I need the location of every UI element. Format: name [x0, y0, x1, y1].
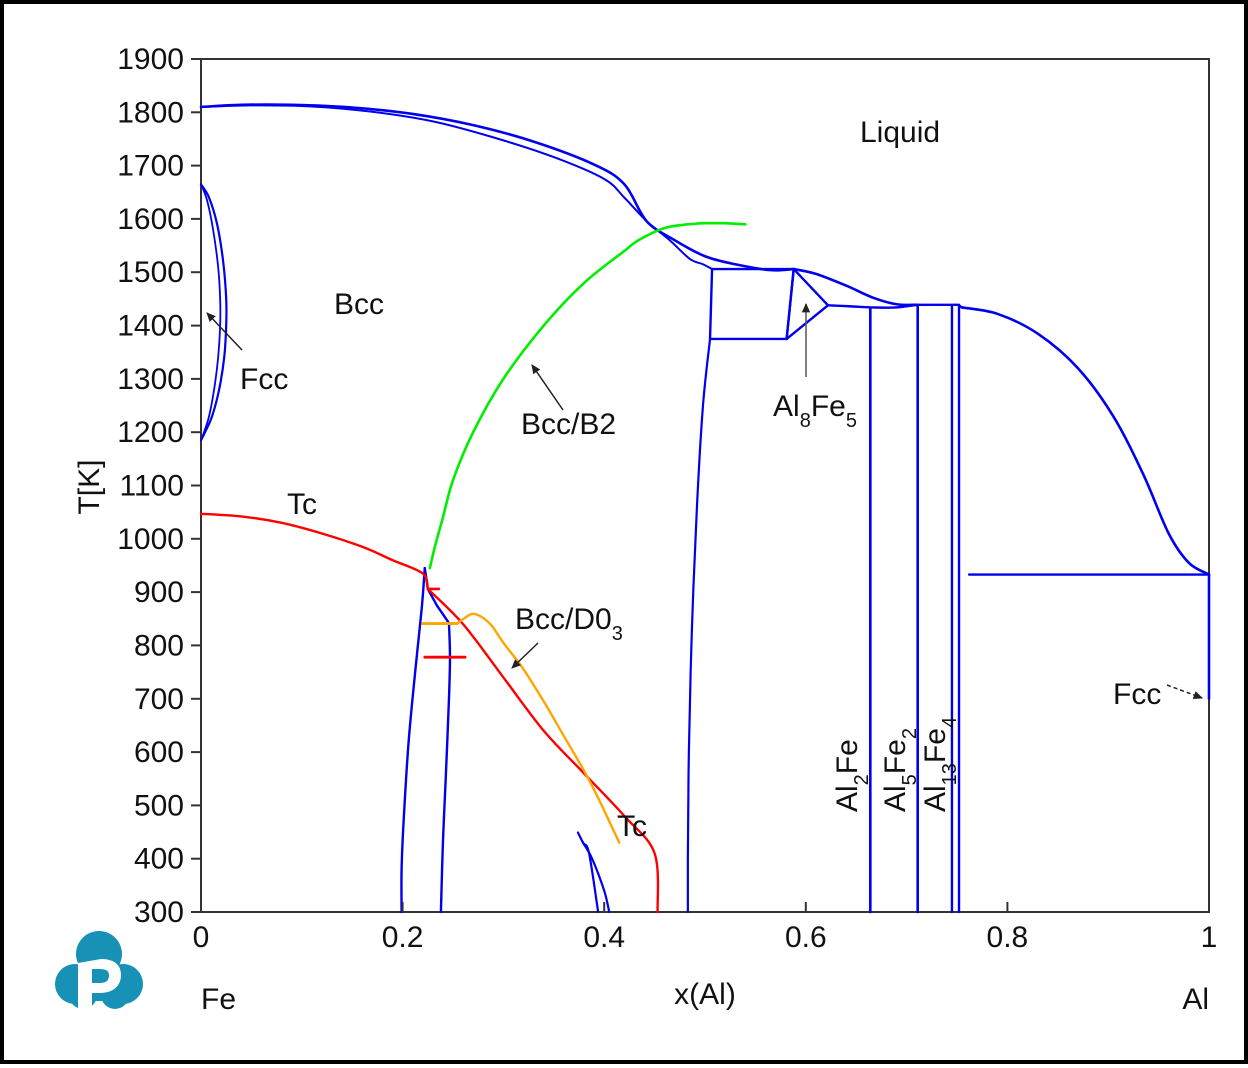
- svg-text:600: 600: [134, 736, 184, 769]
- svg-text:Al8Fe5: Al8Fe5: [773, 390, 857, 432]
- svg-text:1800: 1800: [117, 96, 184, 129]
- svg-text:900: 900: [134, 576, 184, 609]
- svg-text:T[K]: T[K]: [73, 459, 106, 514]
- svg-text:Bcc: Bcc: [334, 288, 384, 321]
- svg-text:Tc: Tc: [287, 488, 317, 521]
- svg-text:0: 0: [193, 921, 210, 954]
- svg-text:400: 400: [134, 843, 184, 876]
- svg-text:Al5Fe2: Al5Fe2: [879, 728, 921, 812]
- svg-text:1300: 1300: [117, 363, 184, 396]
- svg-text:1000: 1000: [117, 523, 184, 556]
- svg-text:1900: 1900: [117, 43, 184, 76]
- svg-text:Al13Fe4: Al13Fe4: [919, 717, 961, 812]
- svg-text:0.6: 0.6: [785, 921, 827, 954]
- svg-text:Fcc: Fcc: [240, 363, 288, 396]
- svg-text:Liquid: Liquid: [860, 116, 940, 149]
- svg-text:1: 1: [1201, 921, 1218, 954]
- svg-text:Bcc/D03: Bcc/D03: [515, 603, 623, 645]
- svg-text:1500: 1500: [117, 256, 184, 289]
- svg-text:1600: 1600: [117, 203, 184, 236]
- svg-text:Bcc/B2: Bcc/B2: [521, 408, 616, 441]
- svg-text:0.4: 0.4: [583, 921, 625, 954]
- svg-text:Al2Fe: Al2Fe: [831, 739, 873, 812]
- svg-text:x(Al): x(Al): [674, 978, 736, 1011]
- svg-text:Tc: Tc: [617, 810, 647, 843]
- svg-text:1200: 1200: [117, 416, 184, 449]
- svg-text:500: 500: [134, 789, 184, 822]
- svg-text:Fcc: Fcc: [1113, 678, 1161, 711]
- svg-text:Al: Al: [1182, 983, 1209, 1016]
- svg-text:300: 300: [134, 896, 184, 929]
- svg-text:800: 800: [134, 629, 184, 662]
- svg-text:1100: 1100: [119, 470, 184, 503]
- svg-text:700: 700: [134, 683, 184, 716]
- svg-text:1400: 1400: [117, 310, 184, 343]
- svg-text:1700: 1700: [117, 150, 184, 183]
- svg-text:Fe: Fe: [201, 983, 236, 1016]
- svg-text:0.8: 0.8: [987, 921, 1029, 954]
- svg-text:0.2: 0.2: [382, 921, 424, 954]
